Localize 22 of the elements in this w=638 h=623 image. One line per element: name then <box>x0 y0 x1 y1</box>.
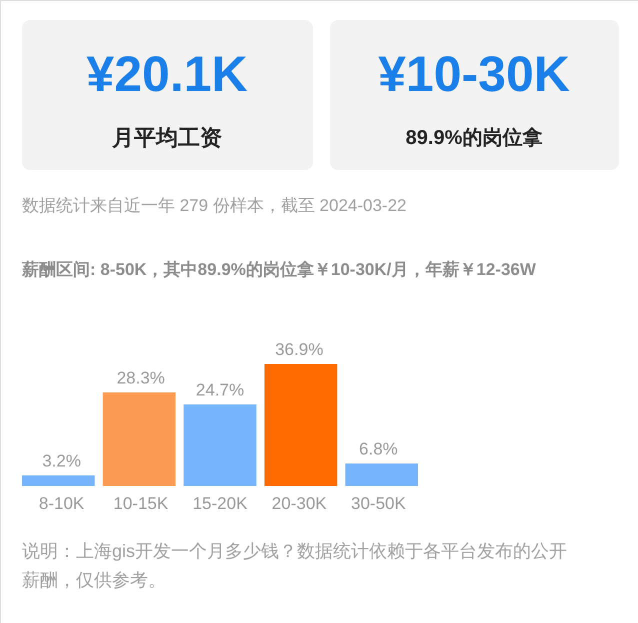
x-tick-label: 10-15K <box>113 494 169 513</box>
text: 薪酬区间: 8-50K，其中89.9%的岗位拿￥10-30K/月，年薪￥12-36W <box>21 260 537 279</box>
bar <box>184 404 256 486</box>
x-tick-label: 15-20K <box>192 494 248 513</box>
bar <box>102 392 176 486</box>
text: ¥10-30K <box>378 46 570 102</box>
bar <box>345 464 418 486</box>
data-label: 24.7% <box>196 380 244 400</box>
data-label: 28.3% <box>116 368 165 388</box>
bar <box>22 475 95 486</box>
text: 月平均工资 <box>111 125 222 150</box>
text: 89.9%的岗位拿 <box>406 127 542 149</box>
x-tick-label: 20-30K <box>272 494 328 513</box>
text: 说明：上海gis开发一个月多少钱？数据统计依赖于各平台发布的公开薪酬，仅供参考。 <box>22 541 568 590</box>
data-label: 6.8% <box>359 440 398 459</box>
bar <box>264 364 338 486</box>
text: ¥20.1K <box>86 46 248 102</box>
x-tick-label: 30-50K <box>350 494 406 513</box>
data-label: 3.2% <box>42 451 81 470</box>
text: 数据统计来自近一年 279 份样本，截至 2024-03-22 <box>22 196 406 215</box>
data-label: 36.9% <box>275 340 324 359</box>
x-tick-label: 8-10K <box>38 494 85 513</box>
